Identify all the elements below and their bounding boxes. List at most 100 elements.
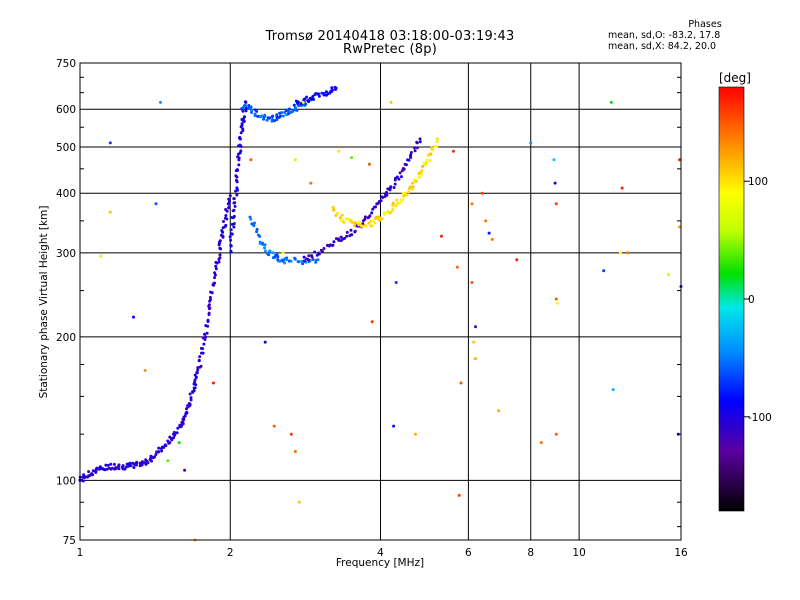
data-point: [258, 242, 262, 246]
data-point: [239, 149, 243, 153]
data-point: [383, 211, 387, 215]
data-point: [435, 144, 439, 148]
data-point: [203, 332, 206, 336]
data-point: [399, 175, 403, 179]
data-point: [194, 375, 198, 379]
data-point: [146, 461, 150, 465]
data-point: [331, 243, 335, 247]
data-point: [227, 205, 231, 209]
data-point: [235, 193, 239, 197]
data-point: [228, 235, 232, 239]
data-point: [405, 193, 409, 197]
data-point: [227, 197, 231, 201]
data-point: [480, 191, 484, 195]
data-point: [218, 242, 221, 245]
data-point: [293, 450, 297, 453]
grid-layer: [80, 63, 681, 540]
data-point: [380, 195, 384, 199]
data-point: [213, 273, 217, 277]
data-point: [352, 224, 356, 228]
data-point: [104, 463, 108, 467]
data-point: [317, 92, 320, 96]
data-point: [353, 229, 357, 233]
data-point: [393, 182, 397, 186]
data-point: [129, 464, 133, 468]
colorbar-ticks: 100 0 -100: [744, 176, 772, 424]
data-point: [425, 158, 429, 162]
data-point: [106, 463, 110, 467]
data-point: [240, 107, 244, 111]
data-point: [202, 342, 206, 346]
data-point: [357, 223, 361, 227]
data-point: [263, 243, 267, 247]
data-point: [196, 368, 200, 372]
data-point: [156, 450, 160, 454]
data-point: [265, 118, 269, 122]
data-point: [201, 336, 205, 340]
data-point: [134, 463, 138, 467]
data-point: [310, 255, 314, 259]
data-point: [385, 190, 388, 194]
data-point: [188, 392, 192, 396]
data-point: [143, 369, 147, 372]
data-point: [263, 114, 267, 118]
data-point: [241, 127, 245, 131]
x-tick-label: 16: [674, 547, 688, 559]
data-point: [428, 159, 432, 163]
data-point: [451, 149, 455, 153]
data-point: [334, 214, 338, 217]
data-point: [388, 188, 392, 192]
data-point: [253, 221, 256, 225]
data-point: [201, 351, 205, 355]
data-point: [229, 244, 233, 248]
data-point: [320, 91, 324, 95]
data-point: [554, 297, 558, 301]
data-point: [678, 225, 682, 229]
x-tick-label: 4: [377, 547, 384, 559]
data-point: [100, 467, 104, 470]
data-point: [236, 155, 240, 159]
data-point: [230, 232, 234, 236]
data-point: [515, 258, 519, 262]
data-point: [350, 233, 354, 237]
data-point: [287, 107, 291, 111]
data-point: [395, 175, 399, 179]
data-point: [341, 218, 345, 222]
data-point: [389, 185, 393, 189]
data-point: [211, 381, 215, 385]
colorbar-tick-label: -100: [748, 412, 772, 424]
data-point: [217, 260, 221, 264]
data-point: [339, 235, 343, 239]
data-point: [418, 140, 422, 144]
data-point: [371, 219, 375, 223]
data-point: [363, 217, 367, 221]
data-point: [459, 381, 463, 385]
data-point: [349, 228, 353, 232]
chart-title: Tromsø 20140418 03:18:00-03:19:43: [265, 29, 515, 44]
data-point: [117, 463, 121, 467]
data-point: [317, 94, 321, 98]
data-point: [295, 108, 299, 112]
data-point: [255, 109, 259, 113]
data-point: [301, 262, 305, 266]
data-point: [262, 117, 266, 121]
data-point: [239, 131, 243, 135]
data-point: [391, 201, 395, 205]
data-point: [232, 197, 236, 201]
data-point: [192, 386, 196, 390]
data-point: [316, 258, 320, 262]
data-point: [153, 455, 157, 459]
data-point: [353, 221, 357, 225]
data-point: [556, 301, 559, 305]
data-point: [234, 178, 238, 182]
data-point: [229, 250, 233, 254]
data-point: [297, 500, 301, 504]
data-point: [214, 267, 218, 271]
data-point: [330, 86, 334, 90]
data-point: [218, 253, 222, 257]
data-point: [191, 390, 194, 394]
data-point: [332, 208, 336, 212]
data-point: [183, 468, 187, 472]
data-point: [238, 143, 242, 147]
axis-layer: 1 2 4 6 8 10 16 75 100 200 300 400 500 600 750: [56, 58, 688, 559]
